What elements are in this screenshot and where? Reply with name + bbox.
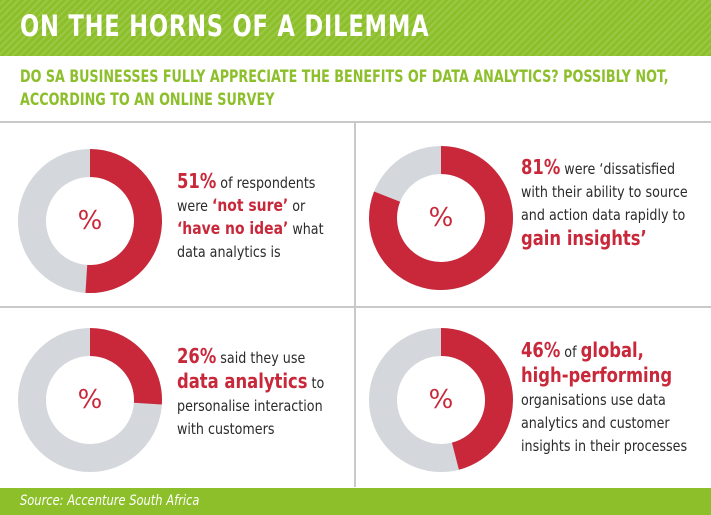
donut-chart bbox=[369, 328, 513, 472]
stat-panel-not-sure: % 51% of respondents were ‘not sure’ or … bbox=[0, 123, 354, 305]
stat-panel-high-performing: % 46% of global, high-performing organis… bbox=[356, 308, 710, 490]
donut-center-label: % bbox=[428, 203, 454, 233]
donut-center-label: % bbox=[428, 385, 454, 415]
donut-center-label: % bbox=[77, 385, 103, 415]
divider-vertical bbox=[354, 123, 356, 487]
stat-text: or bbox=[288, 197, 306, 215]
stat-value: 81% bbox=[521, 155, 561, 179]
page-subtitle: DO SA BUSINESSES FULLY APPRECIATE THE BE… bbox=[20, 67, 669, 110]
stat-value: 26% bbox=[177, 344, 217, 368]
stat-description: 81% were ‘dissatisfied with their abilit… bbox=[521, 156, 693, 252]
stat-highlight: ‘have no idea’ bbox=[177, 219, 289, 239]
stat-description: 46% of global, high-performing organisat… bbox=[521, 339, 693, 458]
stat-value: 51% bbox=[177, 169, 217, 193]
divider-top bbox=[0, 121, 711, 123]
stat-text: said they use bbox=[216, 349, 306, 367]
stat-highlight: gain insights’ bbox=[521, 226, 647, 250]
stat-panel-personalise: % 26% said they use data analytics to pe… bbox=[0, 308, 354, 490]
header-banner: ON THE HORNS OF A DILEMMA bbox=[0, 0, 711, 56]
footer-bar: Source: Accenture South Africa bbox=[0, 488, 711, 515]
donut-chart bbox=[369, 146, 513, 290]
stat-text: organisations use data analytics and cus… bbox=[521, 391, 688, 455]
stat-description: 51% of respondents were ‘not sure’ or ‘h… bbox=[177, 170, 349, 264]
page-title: ON THE HORNS OF A DILEMMA bbox=[20, 9, 430, 43]
stat-highlight: ‘not sure’ bbox=[212, 196, 289, 216]
donut-value-arc bbox=[440, 328, 513, 470]
donut-value-arc bbox=[85, 149, 162, 293]
stat-text: were ‘dissatisfied with their ability to… bbox=[521, 160, 688, 224]
stat-highlight: data analytics bbox=[177, 369, 308, 393]
stat-panel-dissatisfied: % 81% were ‘dissatisfied with their abil… bbox=[356, 123, 710, 305]
stat-text: of respondents were bbox=[177, 174, 316, 215]
donut-center-label: % bbox=[77, 206, 103, 236]
stat-highlight: global, high-performing bbox=[521, 338, 673, 387]
stat-value: 46% bbox=[521, 338, 561, 362]
stat-text: what data analytics is bbox=[177, 220, 324, 261]
stat-description: 26% said they use data analytics to pers… bbox=[177, 345, 349, 441]
donut-value-arc bbox=[89, 328, 162, 405]
source-note: Source: Accenture South Africa bbox=[20, 493, 200, 509]
donut-chart bbox=[18, 328, 162, 472]
stat-text: of bbox=[560, 343, 581, 361]
stat-text: to personalise interaction with customer… bbox=[177, 374, 325, 438]
donut-value-arc bbox=[369, 146, 513, 290]
donut-chart bbox=[18, 149, 162, 293]
